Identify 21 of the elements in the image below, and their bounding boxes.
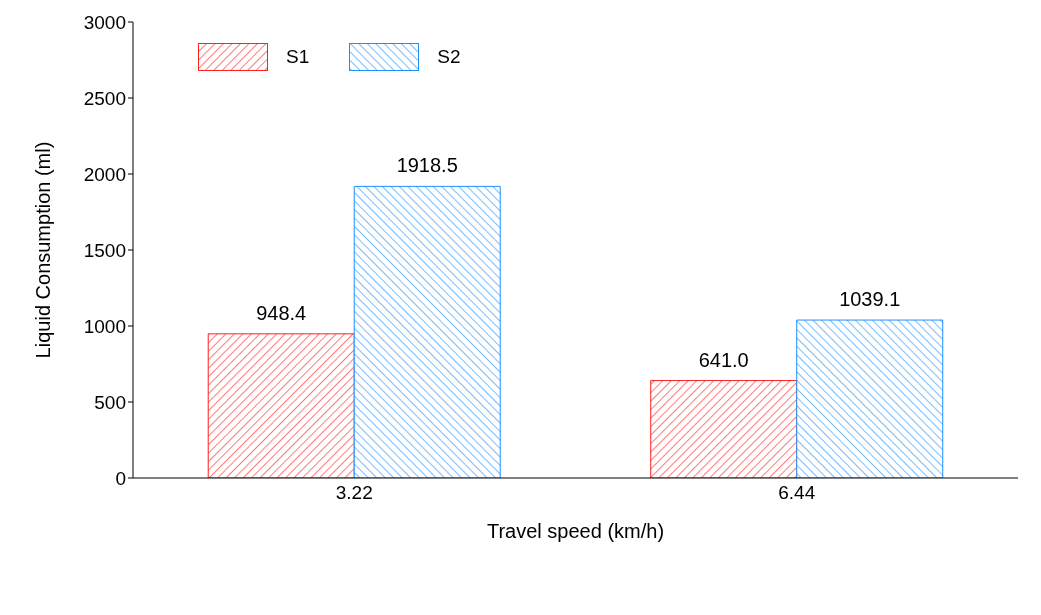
data-label: 1039.1 <box>839 288 901 311</box>
legend-label: S2 <box>437 46 461 68</box>
x-tick-label: 3.22 <box>335 482 373 504</box>
bar <box>796 319 944 478</box>
data-label: 1918.5 <box>396 154 458 177</box>
y-tick-label: 1500 <box>83 239 126 261</box>
legend-label: S1 <box>286 46 310 68</box>
y-tick-label: 500 <box>94 391 126 413</box>
x-tick-label: 6.44 <box>778 482 816 504</box>
bar <box>207 333 355 478</box>
data-label: 641.0 <box>698 348 749 371</box>
y-axis-title: Liquid Consumption (ml) <box>32 141 55 359</box>
x-axis-title: Travel speed (km/h) <box>486 520 665 542</box>
y-tick-label: 2000 <box>83 163 126 185</box>
y-tick-label: 1000 <box>83 315 126 337</box>
data-label: 948.4 <box>256 301 307 324</box>
y-tick-label: 3000 <box>83 11 126 33</box>
bar <box>353 185 501 478</box>
y-tick-label: 0 <box>115 467 126 489</box>
y-tick-label: 2500 <box>83 87 126 109</box>
bar <box>650 380 798 478</box>
